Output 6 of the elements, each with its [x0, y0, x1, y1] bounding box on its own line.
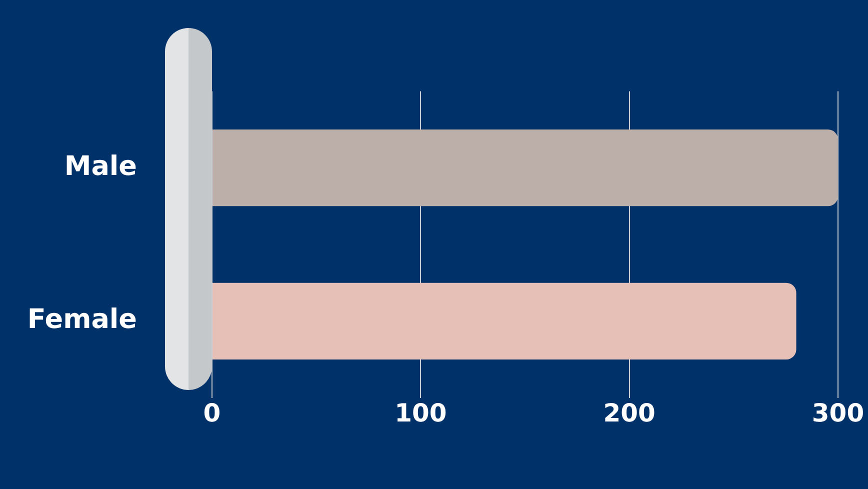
x-tick-label: 100: [394, 398, 447, 428]
y-tick-label: Female: [27, 304, 137, 336]
x-tick-label: 0: [203, 398, 221, 428]
x-tick-label: 200: [603, 398, 656, 428]
x-tick-label: 300: [812, 398, 864, 428]
y-tick-label: Male: [64, 150, 137, 182]
